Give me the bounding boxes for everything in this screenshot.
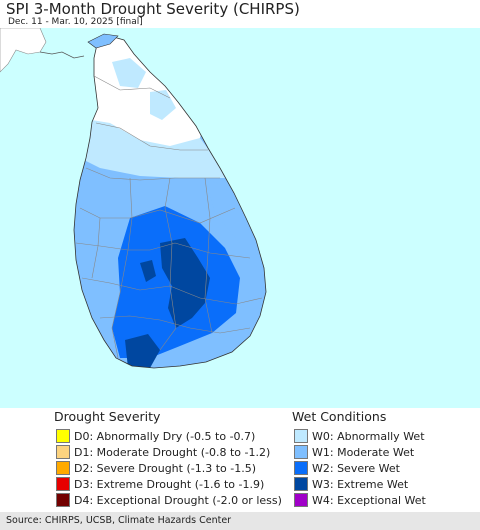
legend-item-w4: W4: Exceptional Wet <box>294 493 426 507</box>
legend-label-d4: D4: Exceptional Drought (-2.0 or less) <box>74 493 282 507</box>
legend-swatch-d2 <box>56 461 70 475</box>
legend-label-d3: D3: Extreme Drought (-1.6 to -1.9) <box>74 477 265 491</box>
legend-label-w4: W4: Exceptional Wet <box>312 493 426 507</box>
legend-item-w2: W2: Severe Wet <box>294 461 400 475</box>
legend-swatch-d1 <box>56 445 70 459</box>
india-coast-fragment <box>39 51 85 59</box>
legend-item-d1: D1: Moderate Drought (-0.8 to -1.2) <box>56 445 270 459</box>
w0-patch-north <box>112 58 146 88</box>
w3-core-south <box>125 334 160 368</box>
legend-item-d0: D0: Abnormally Dry (-0.5 to -0.7) <box>56 429 255 443</box>
legend-item-d2: D2: Severe Drought (-1.3 to -1.5) <box>56 461 256 475</box>
drought-map <box>0 28 480 408</box>
wet-legend-heading: Wet Conditions <box>292 409 387 424</box>
legend-label-w0: W0: Abnormally Wet <box>312 429 425 443</box>
legend-swatch-w4 <box>294 493 308 507</box>
legend-label-d1: D1: Moderate Drought (-0.8 to -1.2) <box>74 445 271 459</box>
legend-item-d3: D3: Extreme Drought (-1.6 to -1.9) <box>56 477 264 491</box>
legend-label-w3: W3: Extreme Wet <box>312 477 409 491</box>
legend-swatch-d3 <box>56 477 70 491</box>
w3-core-southwest <box>140 260 156 282</box>
jaffna-peninsula <box>87 33 119 49</box>
legend-swatch-w1 <box>294 445 308 459</box>
sri-lanka-map-svg <box>0 28 267 369</box>
source-credit: Source: CHIRPS, UCSB, Climate Hazards Ce… <box>0 512 480 530</box>
legend-label-d0: D0: Abnormally Dry (-0.5 to -0.7) <box>74 429 256 443</box>
india-landmass <box>0 28 47 73</box>
legend-item-w1: W1: Moderate Wet <box>294 445 414 459</box>
legend-swatch-d0 <box>56 429 70 443</box>
island-fill-group <box>74 36 266 368</box>
w0-band <box>80 118 225 178</box>
legend-swatch-w0 <box>294 429 308 443</box>
map-subtitle: Dec. 11 - Mar. 10, 2025 [final] <box>8 17 143 27</box>
legend-panel: Drought Severity Wet Conditions D0: Abno… <box>0 408 480 512</box>
island-outline <box>73 35 267 369</box>
w1-east <box>205 178 260 243</box>
district-boundaries <box>75 75 263 359</box>
drought-legend-heading: Drought Severity <box>54 409 161 424</box>
legend-swatch-d4 <box>56 493 70 507</box>
legend-swatch-w3 <box>294 477 308 491</box>
legend-label-w2: W2: Severe Wet <box>312 461 400 475</box>
legend-item-d4: D4: Exceptional Drought (-2.0 or less) <box>56 493 282 507</box>
legend-label-w1: W1: Moderate Wet <box>312 445 415 459</box>
legend-swatch-w2 <box>294 461 308 475</box>
legend-item-w0: W0: Abnormally Wet <box>294 429 425 443</box>
map-title: SPI 3-Month Drought Severity (CHIRPS) <box>6 0 300 18</box>
legend-item-w3: W3: Extreme Wet <box>294 477 408 491</box>
legend-label-d2: D2: Severe Drought (-1.3 to -1.5) <box>74 461 257 475</box>
